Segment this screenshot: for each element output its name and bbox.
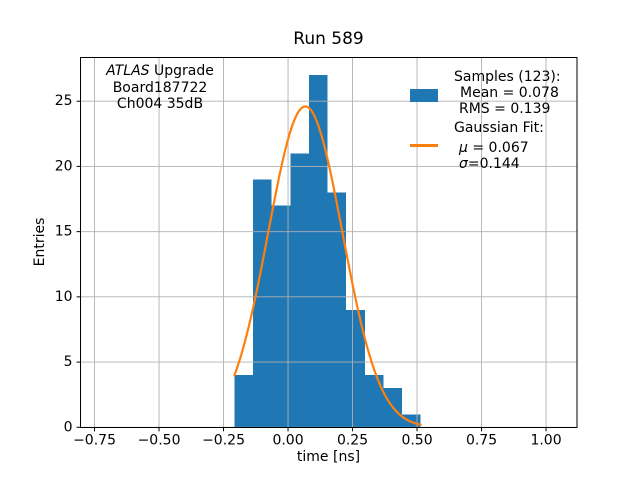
x-tick-label: −0.75 (73, 432, 116, 448)
legend-mu-value: μ = 0.067 (459, 140, 529, 156)
y-tick-label: 10 (55, 289, 73, 305)
histogram-bar (346, 309, 365, 428)
y-axis-label: Entries (32, 217, 48, 267)
histogram-bar (364, 375, 384, 428)
x-axis-label: time [ns] (296, 449, 361, 465)
mu-symbol: μ (459, 140, 468, 156)
histogram-bar (234, 375, 253, 428)
x-tick-label: −0.25 (202, 432, 245, 448)
sigma-value-text: =0.144 (467, 156, 520, 172)
y-tick-label: 15 (55, 224, 73, 240)
histogram-bar (290, 153, 309, 428)
y-tick-label: 20 (55, 158, 73, 174)
axes-spines (80, 57, 578, 428)
x-tick-label: 0.00 (272, 432, 303, 448)
histogram-bar (308, 75, 328, 428)
x-tick-label: 0.75 (466, 432, 497, 448)
legend-mean-value: Mean = 0.078 (460, 84, 559, 101)
histogram-bar (327, 192, 347, 428)
y-tick-label: 0 (64, 419, 73, 435)
y-tick-label: 25 (55, 93, 73, 109)
legend-histogram-swatch (410, 89, 438, 102)
y-tick-label: 5 (64, 354, 73, 370)
legend-fit-line-swatch (410, 144, 438, 147)
histogram-bar (253, 179, 272, 428)
histogram-bar (271, 205, 291, 428)
legend-rms-value: RMS = 0.139 (459, 100, 551, 117)
annotation-line-board: Board187722 (112, 79, 208, 96)
x-tick-label: 0.25 (337, 432, 368, 448)
mu-value-text: = 0.067 (467, 140, 529, 156)
legend-sigma-value: σ=0.144 (459, 156, 520, 172)
x-tick-label: 1.00 (530, 432, 561, 448)
x-tick-label: −0.50 (138, 432, 181, 448)
annotation-atlas-text: ATLAS (106, 63, 150, 79)
gaussian-fit-curve (233, 105, 422, 426)
legend-samples-header: Samples (123): (454, 68, 561, 85)
annotation-line-channel: Ch004 35dB (116, 96, 204, 112)
annotation-block: ATLAS Upgrade Board187722 Ch004 35dB (100, 63, 220, 113)
annotation-line-detector: ATLAS Upgrade (100, 63, 220, 80)
x-tick-label: 0.50 (401, 432, 432, 448)
legend-fit-header: Gaussian Fit: (454, 119, 544, 136)
sigma-symbol: σ (459, 156, 468, 172)
annotation-upgrade-text: Upgrade (149, 63, 214, 79)
chart-title: Run 589 (293, 29, 364, 49)
